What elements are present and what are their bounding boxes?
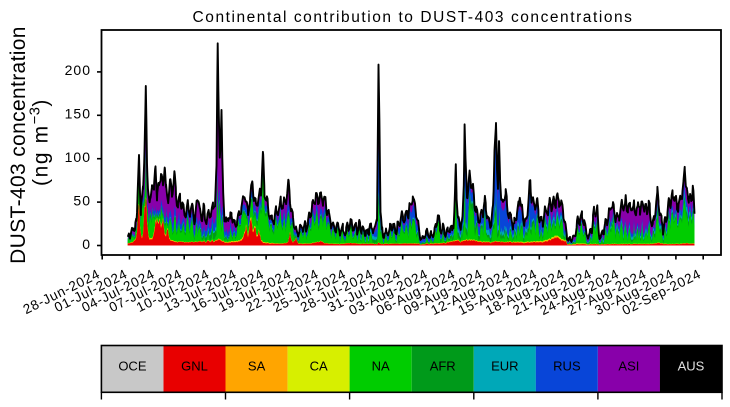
svg-text:ASI: ASI: [618, 359, 639, 374]
svg-text:GNL: GNL: [181, 359, 208, 374]
svg-text:100: 100: [65, 149, 91, 165]
svg-text:EUR: EUR: [491, 359, 518, 374]
svg-text:OCE: OCE: [118, 359, 147, 374]
svg-text:150: 150: [65, 106, 91, 122]
svg-text:0: 0: [82, 236, 91, 252]
svg-text:CA: CA: [310, 359, 328, 374]
svg-text:SA: SA: [248, 359, 266, 374]
svg-text:AFR: AFR: [430, 359, 456, 374]
svg-text:NA: NA: [372, 359, 390, 374]
svg-text:DUST-403 concentration: DUST-403 concentration: [7, 26, 30, 264]
svg-text:Continental contribution to DU: Continental contribution to DUST-403 con…: [193, 9, 634, 26]
svg-text:50: 50: [73, 192, 91, 208]
svg-text:RUS: RUS: [553, 359, 581, 374]
svg-text:AUS: AUS: [678, 359, 705, 374]
svg-text:200: 200: [65, 62, 91, 78]
